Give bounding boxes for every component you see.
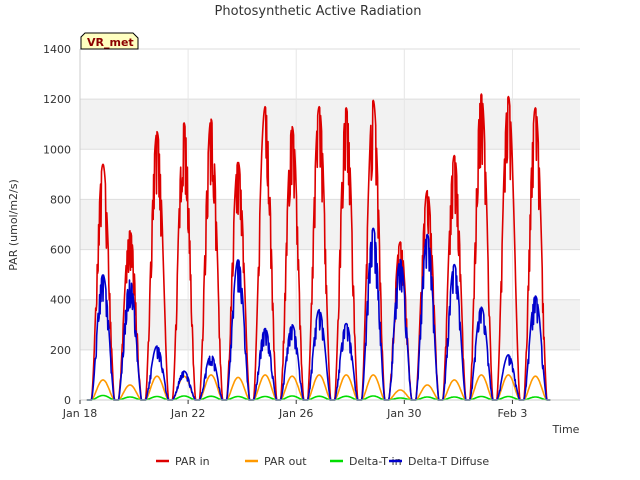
x-tick-label: Jan 22	[170, 407, 205, 420]
series-line-par-in	[86, 93, 551, 401]
y-tick-label: 0	[64, 394, 71, 407]
x-tick-label: Jan 18	[62, 407, 97, 420]
chart-title: Photosynthetic Active Radiation	[215, 4, 422, 19]
series-line-par-out	[86, 374, 551, 401]
axes: 0 200 400 600 800 1000 1200 1400 Jan 18 Jan 22 Jan…	[43, 43, 580, 420]
series-line-delta-t-diffuse	[86, 227, 551, 401]
legend-label: PAR in	[175, 455, 210, 468]
x-tick-label: Jan 30	[386, 407, 421, 420]
series-layer	[86, 93, 551, 401]
x-tick-label: Jan 26	[278, 407, 313, 420]
grid-band	[80, 299, 580, 350]
badge-shape	[80, 32, 139, 50]
badge-label: VR_met	[87, 36, 134, 49]
grid-band	[80, 199, 580, 250]
y-tick-label: 200	[50, 344, 71, 357]
x-axis-label: Time	[552, 423, 580, 436]
legend-item: Delta-T Diffuse	[389, 455, 489, 468]
series-line-delta-t-in	[86, 394, 551, 401]
background-bands	[80, 99, 580, 350]
legend-label: Delta-T Diffuse	[408, 455, 489, 468]
legend-label: Delta-T in	[349, 455, 402, 468]
legend-label: PAR out	[264, 455, 307, 468]
legend: PAR in PAR out Delta-T in Delta-T Diffuse	[156, 455, 489, 468]
y-tick-label: 1400	[43, 43, 71, 56]
y-tick-label: 400	[50, 294, 71, 307]
y-tick-label: 600	[50, 244, 71, 257]
legend-item: PAR out	[245, 455, 307, 468]
x-tick-label: Feb 3	[497, 407, 527, 420]
y-tick-label: 1200	[43, 93, 71, 106]
y-axis-label: PAR (umol/m2/s)	[7, 179, 20, 271]
legend-item: Delta-T in	[330, 455, 402, 468]
y-tick-label: 1000	[43, 143, 71, 156]
vr-met-badge: VR_met	[80, 32, 139, 50]
legend-item: PAR in	[156, 455, 210, 468]
y-tick-label: 800	[50, 193, 71, 206]
grid-band	[80, 99, 580, 150]
